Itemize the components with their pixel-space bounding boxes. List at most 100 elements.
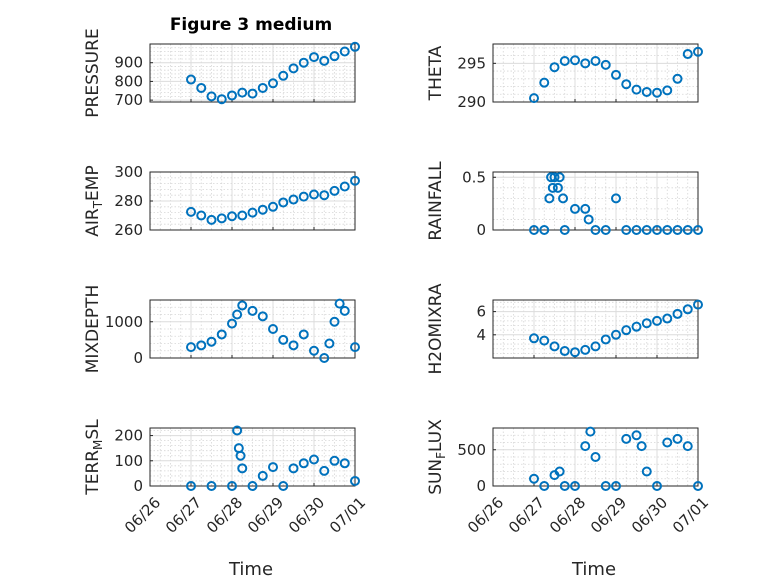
data-point [590, 341, 601, 352]
y-axis-label: RAINFALL [426, 161, 446, 241]
data-point [600, 481, 611, 491]
data-point [227, 211, 237, 222]
data-point [590, 225, 601, 235]
data-point [611, 69, 621, 80]
data-point [682, 304, 693, 315]
data-point [232, 425, 243, 436]
data-point [268, 78, 278, 89]
data-point [621, 225, 632, 235]
data-point [278, 334, 289, 345]
x-tick-label: 06/29 [244, 494, 287, 537]
data-point [693, 225, 703, 235]
data-point [621, 325, 632, 336]
data-point [652, 481, 662, 491]
data-point [288, 194, 299, 205]
data-point [529, 93, 539, 104]
subplot-air-temp: 260 280 300 AIRTEMP [83, 163, 360, 239]
x-tick-label: 06/30 [628, 494, 671, 537]
data-point [559, 346, 570, 357]
data-point [539, 225, 550, 235]
figure-title: Figure 3 medium [170, 15, 332, 35]
data-point [298, 329, 309, 340]
data-point [206, 481, 217, 491]
data-point [580, 344, 591, 355]
data-point [298, 458, 309, 469]
data-point [278, 197, 289, 208]
axes-frame [149, 427, 356, 487]
data-point [319, 55, 330, 66]
axes-frame [492, 299, 699, 359]
data-point [652, 315, 662, 326]
axes-frame [149, 43, 356, 103]
data-point [570, 203, 580, 214]
data-point [216, 329, 227, 340]
data-point [319, 190, 330, 201]
data-point [206, 91, 217, 102]
data-point [237, 463, 248, 474]
data-point [257, 470, 268, 481]
data-point [288, 63, 299, 74]
data-point [257, 82, 268, 93]
data-point [636, 441, 647, 452]
data-point [621, 79, 632, 90]
y-axis-label: TERRMSL [83, 419, 105, 496]
data-point [339, 305, 350, 316]
data-point [539, 481, 550, 491]
data-point [682, 441, 693, 452]
data-point [652, 225, 662, 235]
x-tick-label: 06/27 [162, 494, 205, 537]
subplot-rainfall: 0 0.5 RAINFALL [426, 161, 703, 241]
y-tick-label: 290 [457, 93, 486, 111]
data-point [570, 481, 580, 491]
y-tick-label: 295 [457, 54, 486, 72]
data-point [319, 353, 330, 363]
data-point [196, 82, 207, 93]
y-axis-label: H2OMIXRA [426, 283, 446, 374]
data-point [339, 46, 350, 57]
subplot-h2omixra: 4 6 H2OMIXRA [426, 283, 703, 375]
y-tick-label: 0 [476, 221, 486, 239]
data-point [186, 74, 196, 85]
data-point [339, 181, 350, 192]
data-point [298, 57, 309, 68]
data-point [237, 87, 248, 98]
data-point [350, 342, 360, 353]
data-point [585, 426, 596, 437]
data-point [247, 207, 258, 218]
data-point [600, 225, 611, 235]
data-point [298, 191, 309, 202]
y-tick-label: 4 [476, 326, 486, 344]
x-tick-label: 07/01 [326, 494, 369, 537]
data-point [350, 475, 360, 486]
data-point [329, 316, 340, 327]
data-point [206, 336, 217, 347]
data-point [590, 56, 601, 67]
y-tick-label: 100 [114, 452, 143, 470]
data-point [583, 214, 594, 225]
data-point [672, 73, 683, 84]
data-point [580, 203, 591, 214]
data-point [559, 225, 570, 235]
data-point [329, 185, 340, 196]
data-point [600, 59, 611, 70]
data-point [539, 335, 550, 346]
data-point [662, 313, 673, 324]
data-point [288, 340, 299, 351]
data-point [216, 213, 227, 224]
axes-frame [492, 171, 699, 231]
data-point [309, 454, 319, 465]
data-point [682, 225, 693, 235]
data-point [235, 450, 246, 461]
data-point [600, 334, 611, 345]
x-axis-label-left: Time [228, 559, 273, 580]
x-tick-label: 06/26 [464, 494, 507, 537]
data-point [350, 175, 360, 186]
y-tick-label: 900 [114, 54, 143, 72]
data-point [247, 481, 258, 491]
data-point [186, 342, 196, 353]
data-point [268, 324, 278, 334]
x-axis-label-right: Time [571, 559, 616, 580]
data-point [278, 70, 289, 81]
